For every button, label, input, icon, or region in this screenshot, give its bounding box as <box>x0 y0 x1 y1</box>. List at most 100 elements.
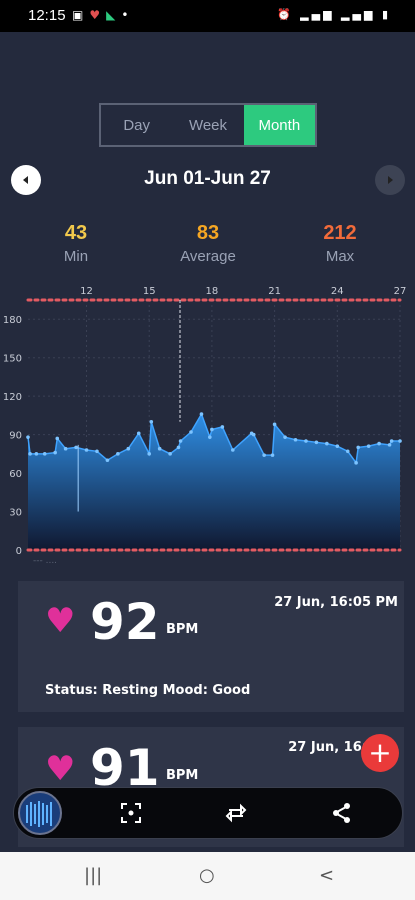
scan-icon[interactable] <box>119 801 143 825</box>
bpm-unit: BPM <box>166 622 199 637</box>
dot-icon: • <box>121 8 135 22</box>
data-point <box>199 412 204 416</box>
y-tick-label: 90 <box>9 431 22 442</box>
record-status: Status: Resting Mood: Good <box>45 683 251 698</box>
status-bar: 12:15 ▣♥◣• ⏰ ▂▄▆ ▂▄▆ ▮ <box>0 0 415 32</box>
data-point <box>136 431 141 436</box>
record-card[interactable]: ♥ 92 BPM 27 Jun, 16:05 PM Status: Restin… <box>18 581 404 712</box>
stat-average: 83 Average <box>158 222 258 265</box>
bpm-unit: BPM <box>166 768 199 783</box>
date-range-title: Jun 01-Jun 27 <box>144 168 271 189</box>
tab-week[interactable]: Week <box>188 116 228 134</box>
data-point <box>26 435 30 439</box>
waveform-icon <box>26 801 52 827</box>
heart-rate-chart[interactable]: 0 30 60 90 120 150 180 12 15 18 21 24 27 --- .... <box>0 283 415 568</box>
data-point <box>293 437 298 442</box>
data-point <box>366 444 371 448</box>
share-icon[interactable] <box>330 801 354 825</box>
bpm-value: 92 <box>90 593 160 651</box>
data-point <box>335 444 340 448</box>
legend-partial: --- .... <box>33 556 57 566</box>
data-point <box>304 439 308 443</box>
data-point <box>345 449 350 454</box>
tab-day[interactable]: Day <box>123 116 150 134</box>
y-tick-label: 60 <box>9 469 22 480</box>
app-icon: ◣ <box>106 8 122 22</box>
signal-icon: ▂▄▆ <box>300 8 335 21</box>
y-tick-label: 120 <box>3 392 22 403</box>
data-point <box>55 436 60 441</box>
stat-min-value: 43 <box>64 222 88 244</box>
x-tick-label: 12 <box>80 286 93 297</box>
data-point <box>208 435 212 439</box>
data-point <box>116 452 120 456</box>
plus-icon: + <box>368 736 392 769</box>
data-point <box>157 446 162 451</box>
stat-min-label: Min <box>63 248 89 265</box>
data-point <box>220 425 225 429</box>
stat-average-label: Average <box>180 248 236 265</box>
data-point <box>53 450 57 455</box>
recents-button[interactable]: ||| <box>84 865 103 886</box>
data-point <box>314 440 319 445</box>
battery-icon: ▮ <box>381 8 391 21</box>
stat-max-value: 212 <box>323 222 357 244</box>
record-datetime: 27 Jun, 16:0 <box>288 740 376 755</box>
system-nav-bar: ||| ○ < <box>0 852 415 900</box>
y-tick-label: 0 <box>16 546 22 557</box>
x-tick-label: 24 <box>331 286 344 297</box>
notification-icons: ▣♥◣• <box>72 8 134 22</box>
stat-max: 212 Max <box>290 222 390 265</box>
export-icon[interactable] <box>224 801 248 825</box>
data-point <box>95 449 99 454</box>
bottom-action-bar <box>13 787 403 839</box>
record-thumbnail[interactable] <box>18 791 62 835</box>
system-icons: ⏰ ▂▄▆ ▂▄▆ ▮ <box>277 8 391 21</box>
prev-range-button[interactable] <box>11 165 41 195</box>
back-button[interactable]: < <box>319 865 335 886</box>
data-point <box>74 445 78 450</box>
period-tabs: Day Week Month <box>99 103 317 147</box>
chevron-right-icon <box>388 176 393 184</box>
data-point <box>231 448 235 452</box>
x-tick-label: 18 <box>206 286 219 297</box>
data-point <box>270 453 275 457</box>
data-point <box>262 453 266 457</box>
data-point <box>356 445 361 450</box>
data-point <box>377 441 381 446</box>
x-tick-label: 15 <box>143 286 156 297</box>
add-record-button[interactable]: + <box>361 734 399 772</box>
next-range-button[interactable] <box>375 165 405 195</box>
data-point <box>84 448 89 452</box>
data-point <box>178 439 183 443</box>
heart-rate-area <box>28 414 400 550</box>
alarm-icon: ⏰ <box>276 8 294 21</box>
data-point <box>176 445 181 450</box>
status-time: 12:15 <box>28 7 66 24</box>
data-point <box>105 458 110 463</box>
image-icon: ▣ <box>72 8 90 22</box>
signal-icon: ▂▄▆ <box>341 8 376 21</box>
data-point <box>210 427 214 432</box>
stat-average-value: 83 <box>196 222 220 244</box>
stat-min: 43 Min <box>26 222 126 265</box>
data-point <box>325 441 329 446</box>
data-point <box>251 432 256 437</box>
data-point <box>398 439 402 443</box>
data-point <box>189 430 193 434</box>
x-tick-label: 27 <box>394 286 407 297</box>
heart-icon: ♥ <box>45 749 76 789</box>
chevron-left-icon <box>23 176 28 184</box>
data-point <box>389 439 394 443</box>
tab-month[interactable]: Month <box>243 105 315 145</box>
record-datetime: 27 Jun, 16:05 PM <box>274 595 398 610</box>
data-point <box>34 452 39 456</box>
data-point <box>126 446 131 451</box>
data-point <box>149 419 154 424</box>
data-point <box>283 435 287 439</box>
x-tick-label: 21 <box>268 286 281 297</box>
data-point <box>168 452 172 456</box>
data-point <box>272 422 277 427</box>
home-button[interactable]: ○ <box>199 865 215 886</box>
data-point <box>28 452 32 456</box>
